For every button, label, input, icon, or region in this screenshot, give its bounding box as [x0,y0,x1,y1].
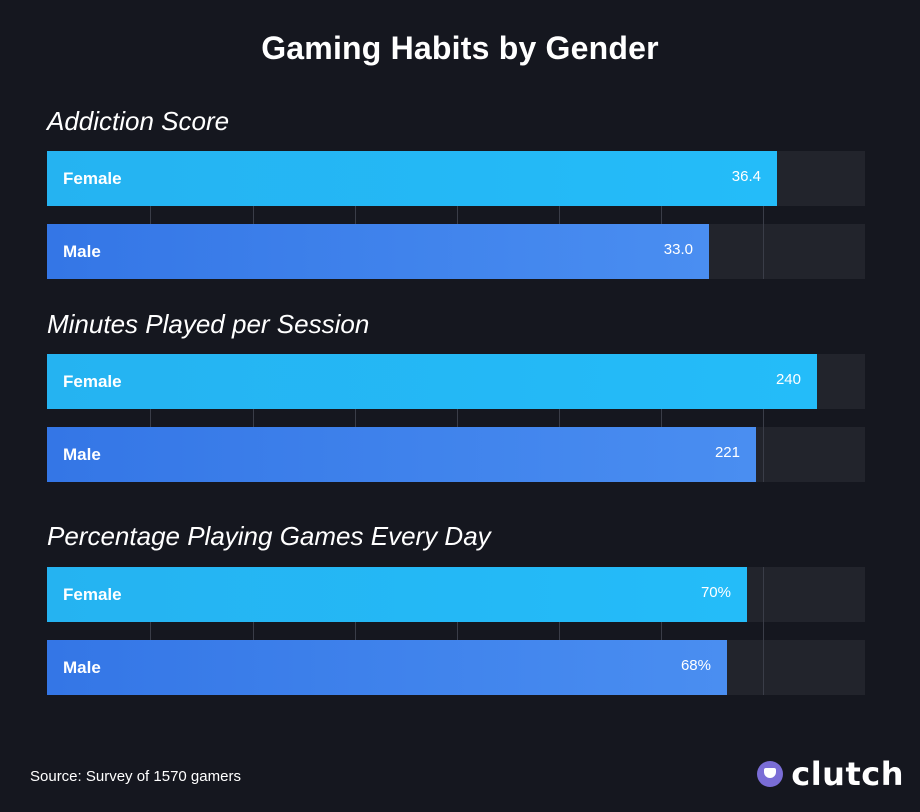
bar-label: Male [63,242,101,261]
data-label: 68% [680,657,711,674]
gridline [253,567,254,695]
gridline [559,151,560,279]
bar-female: Female 36.4 [47,151,777,206]
gridline [355,567,356,695]
gridline [661,354,662,482]
gridline [559,567,560,695]
panel-title: Percentage Playing Games Every Day [47,521,491,551]
gridline [457,567,458,695]
bar-label: Female [63,585,122,604]
gridline [355,354,356,482]
gridline [253,151,254,279]
gridline [457,151,458,279]
gridline [150,354,151,482]
gridline [661,567,662,695]
clutch-logo: clutch [757,755,904,793]
bar-male: Male 33.0 [47,224,709,279]
bar-male: Male 68% [47,640,727,695]
data-label: 33.0 [663,241,693,258]
gridline [559,354,560,482]
bar-label: Female [63,372,122,391]
bar-female: Female 240 [47,354,817,409]
bar-label: Female [63,169,122,188]
panel-title: Minutes Played per Session [47,309,370,339]
bar-track: Female 240 Male 221 [47,354,865,482]
source-note: Source: Survey of 1570 gamers [30,768,241,785]
trophy-icon [757,761,784,787]
gridline [457,354,458,482]
bar-female: Female 70% [47,567,747,622]
gridline [253,354,254,482]
gridline [150,151,151,279]
bar-male: Male 221 [47,427,756,482]
data-label: 221 [714,444,740,461]
data-label: 36.4 [731,168,761,185]
bar-track: Female 70% Male 68% [47,567,865,695]
bar-track: Female 36.4 Male 33.0 [47,151,865,279]
gridline [763,151,764,279]
logo-text: clutch [791,755,904,793]
data-label: 70% [700,584,731,601]
data-label: 240 [775,371,801,388]
gridline [763,354,764,482]
gridline [355,151,356,279]
chart-title: Gaming Habits by Gender [261,30,659,66]
gridline [763,567,764,695]
bar-label: Male [63,445,101,464]
bar-label: Male [63,658,101,677]
gridline [150,567,151,695]
panel-title: Addiction Score [47,106,230,136]
gridline [661,151,662,279]
